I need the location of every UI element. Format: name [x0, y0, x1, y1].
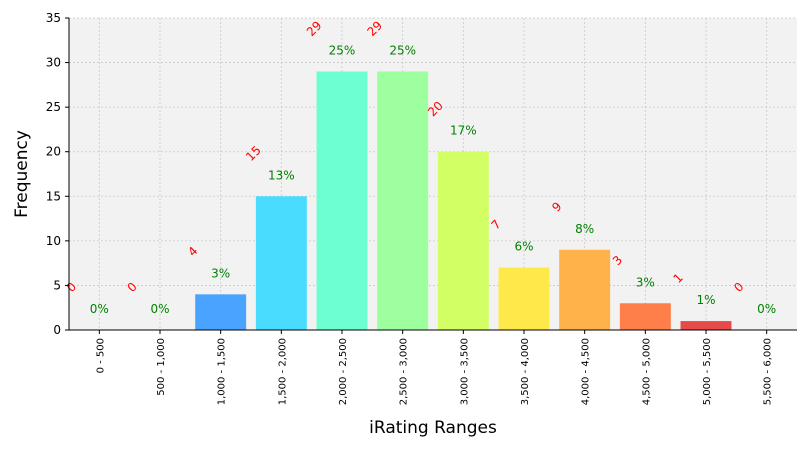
percent-label: 1% [696, 293, 715, 307]
bar [195, 294, 247, 330]
percent-label: 13% [268, 168, 295, 182]
bar [619, 303, 671, 330]
y-axis-title: Frequency [12, 130, 32, 218]
bar [316, 71, 368, 330]
x-tick-label: 0 - 500 [95, 338, 106, 373]
bar [498, 267, 550, 330]
bar [437, 151, 489, 330]
y-tick-label: 20 [46, 145, 61, 159]
percent-label: 0% [150, 302, 169, 316]
percent-label: 0% [757, 302, 776, 316]
x-tick-label: 4,000 - 4,500 [581, 338, 592, 405]
x-axis-title: iRating Ranges [369, 418, 497, 438]
axes [68, 18, 797, 331]
bar [377, 71, 429, 330]
x-tick-label: 1,500 - 2,000 [277, 338, 288, 405]
bar [680, 321, 732, 330]
x-tick-label: 5,500 - 6,000 [763, 338, 774, 405]
plot-area [69, 18, 797, 330]
y-tick-label: 25 [46, 100, 61, 114]
percent-label: 17% [450, 124, 477, 138]
x-tick-label: 3,500 - 4,000 [520, 338, 531, 405]
percent-label: 3% [636, 275, 655, 289]
percent-label: 0% [90, 302, 109, 316]
y-tick-label: 30 [46, 56, 61, 70]
y-tick-label: 0 [53, 323, 61, 337]
y-tick-label: 15 [46, 189, 61, 203]
x-tick-label: 2,000 - 2,500 [338, 338, 349, 405]
y-tick-label: 5 [53, 278, 61, 292]
bars [195, 71, 732, 330]
x-tick-label: 2,500 - 3,000 [399, 338, 410, 405]
y-tick-label: 10 [46, 234, 61, 248]
bar [559, 249, 611, 330]
percent-label: 25% [389, 43, 416, 57]
x-tick-label: 5,000 - 5,500 [702, 338, 713, 405]
percent-label: 6% [514, 240, 533, 254]
x-tick-label: 1,000 - 1,500 [217, 338, 228, 405]
x-tick-label: 3,000 - 3,500 [459, 338, 470, 405]
percent-label: 8% [575, 222, 594, 236]
y-tick-label: 35 [46, 11, 61, 25]
x-tick-label: 4,500 - 5,000 [641, 338, 652, 405]
y-ticks: 0 5 10 15 20 25 30 35 [46, 11, 69, 337]
x-ticks: 0 - 500 500 - 1,000 1,000 - 1,500 1,500 - 2… [95, 330, 774, 405]
percent-label: 25% [329, 43, 356, 57]
x-tick-label: 500 - 1,000 [156, 338, 167, 396]
bar [255, 196, 307, 330]
percent-label: 3% [211, 266, 230, 280]
